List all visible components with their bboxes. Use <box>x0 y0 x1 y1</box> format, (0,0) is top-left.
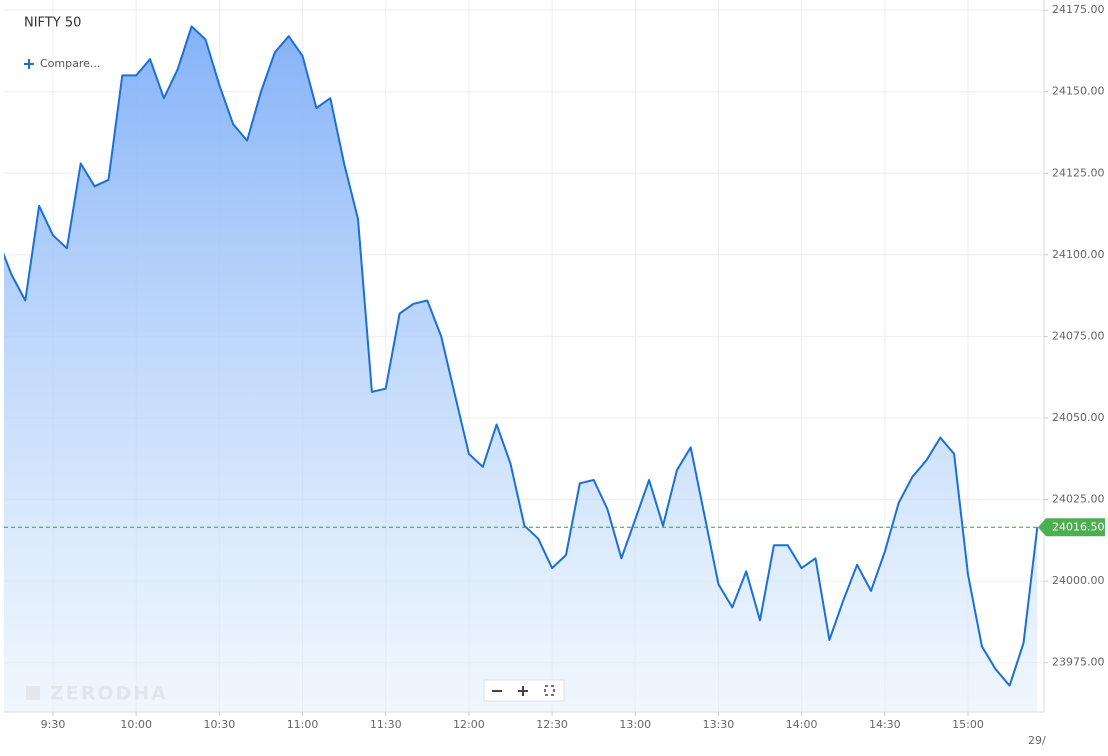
watermark: ZERODHA <box>50 683 168 705</box>
date-label: 29/ <box>1028 734 1046 747</box>
compare-button[interactable]: Compare... <box>24 57 100 70</box>
x-tick-label: 10:00 <box>120 718 152 731</box>
y-tick-label: 24025.00 <box>1052 493 1105 506</box>
area <box>4 26 1038 712</box>
x-tick-label: 9:30 <box>41 718 66 731</box>
last-price-badge <box>1038 518 1105 537</box>
x-tick-label: 15:00 <box>952 718 984 731</box>
y-tick-label: 24100.00 <box>1052 248 1105 261</box>
y-tick-label: 23975.00 <box>1052 656 1105 669</box>
zoom-controls <box>483 679 565 702</box>
chart-title: NIFTY 50 <box>24 16 81 31</box>
plot <box>4 25 1039 712</box>
x-tick-label: 11:30 <box>370 718 402 731</box>
last-price-label: 24016.50 <box>1052 520 1105 533</box>
line <box>4 25 1039 687</box>
x-tick-label: 14:00 <box>786 718 818 731</box>
x-tick-label: 13:30 <box>703 718 735 731</box>
watermark-logo <box>26 686 40 700</box>
y-tick-label: 24175.00 <box>1052 3 1105 16</box>
fullscreen[interactable] <box>544 685 555 696</box>
y-tick-label: 24150.00 <box>1052 85 1105 98</box>
x-tick-label: 13:00 <box>619 718 651 731</box>
x-tick-label: 12:00 <box>453 718 485 731</box>
y-tick-label: 24050.00 <box>1052 411 1105 424</box>
y-tick-label: 24075.00 <box>1052 329 1105 342</box>
x-tick-label: 14:30 <box>869 718 901 731</box>
x-tick-label: 12:30 <box>536 718 568 731</box>
y-tick-label: 24125.00 <box>1052 166 1105 179</box>
x-tick-label: 11:00 <box>287 718 319 731</box>
compare-label[interactable]: Compare... <box>40 57 100 70</box>
x-tick-label: 10:30 <box>204 718 236 731</box>
y-tick-label: 24000.00 <box>1052 574 1105 587</box>
